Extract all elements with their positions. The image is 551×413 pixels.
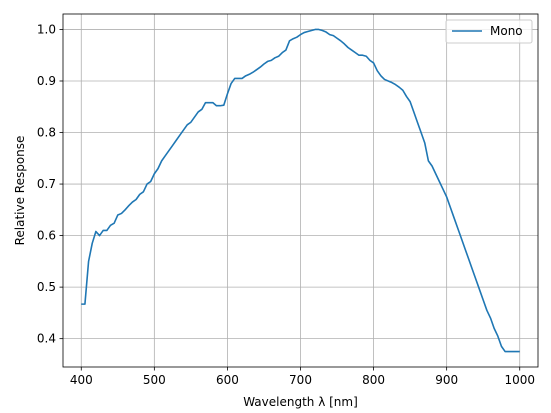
x-tick-label: 500	[143, 373, 166, 387]
legend-box	[445, 19, 533, 44]
y-axis-label: Relative Response	[13, 136, 27, 246]
x-axis-label: Wavelength λ [nm]	[243, 395, 358, 409]
grid	[63, 14, 538, 367]
legend: Mono	[445, 19, 533, 44]
x-tick-label: 400	[70, 373, 93, 387]
x-tick-label: 600	[216, 373, 239, 387]
y-tick-label: 1.0	[37, 22, 56, 36]
x-tick-label: 1000	[504, 373, 535, 387]
y-tick-label: 0.6	[37, 229, 56, 243]
x-tick-label: 700	[289, 373, 312, 387]
x-tick-label: 800	[362, 373, 385, 387]
y-tick-label: 0.5	[37, 280, 56, 294]
y-tick-label: 0.4	[37, 332, 56, 346]
y-tick-label: 0.9	[37, 74, 56, 88]
series-layer	[81, 28, 520, 353]
y-tick-label: 0.8	[37, 126, 56, 140]
y-tick-label: 0.7	[37, 177, 56, 191]
ticks: 400 500 600 700 800 900 1000 0.4 0.5 0.6 0.7 0.8 0.9…	[37, 22, 535, 387]
x-tick-label: 900	[435, 373, 458, 387]
legend-label-mono: Mono	[490, 24, 523, 38]
series-line-mono	[81, 28, 520, 353]
